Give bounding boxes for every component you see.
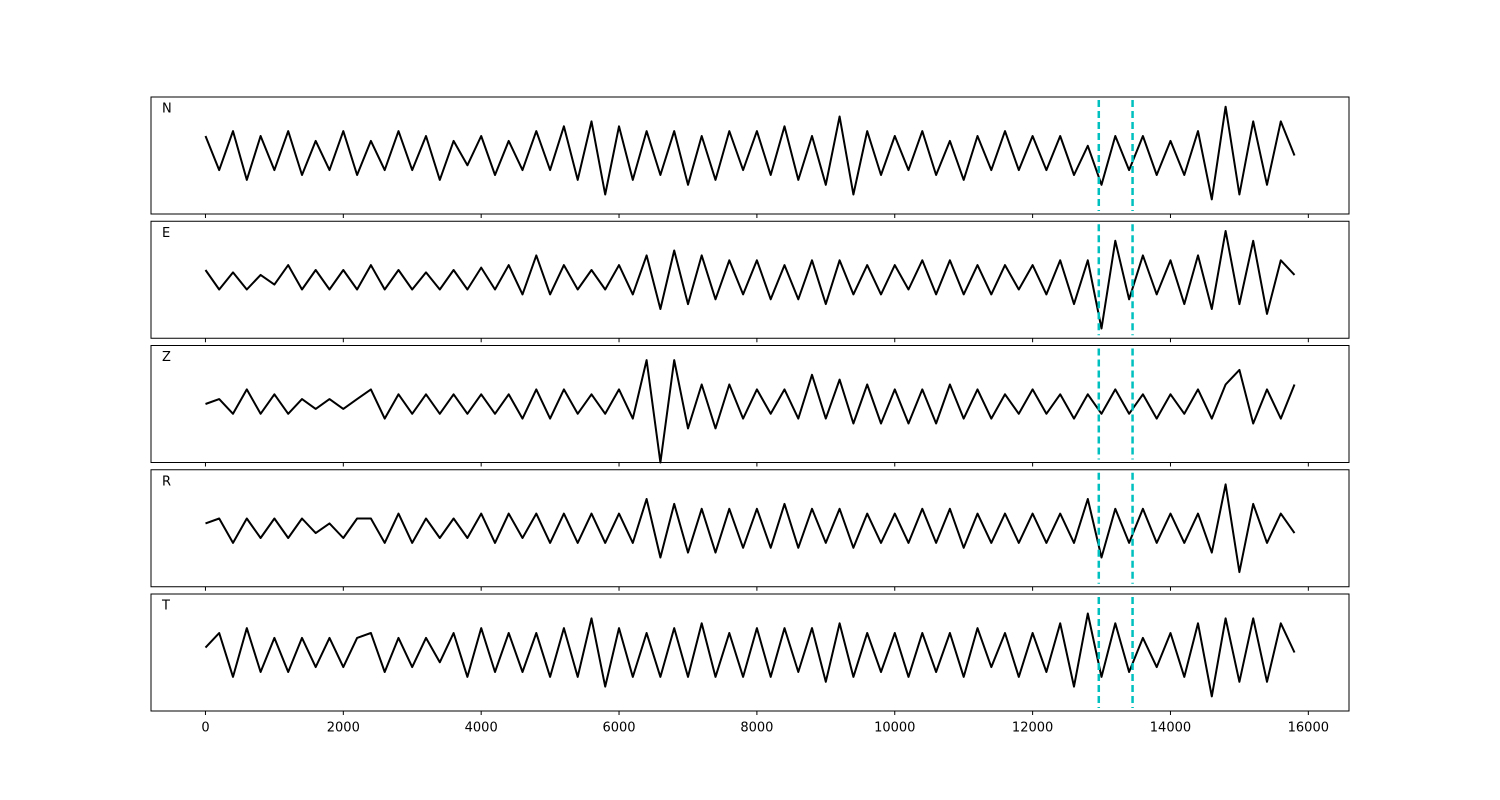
x-tick-label: 6000: [602, 721, 635, 736]
x-tick-label: 16000: [1288, 721, 1329, 736]
panel-label: E: [162, 226, 170, 241]
waveform: [204, 105, 1296, 201]
panel-frame: [150, 345, 1350, 463]
x-tick-label: 2000: [327, 721, 360, 736]
panel-frame: [150, 220, 1350, 339]
panel-label: Z: [162, 350, 171, 365]
panel-label: T: [161, 599, 170, 614]
x-tick-label: 0: [201, 721, 209, 736]
waveform: [205, 483, 1296, 574]
x-tick-label: 12000: [1012, 721, 1053, 736]
x-tick-label: 8000: [740, 721, 773, 736]
panel-frame: [150, 593, 1350, 712]
panel-frame: [150, 469, 1350, 588]
x-tick-label: 14000: [1150, 721, 1191, 736]
x-tick-label: 4000: [465, 721, 498, 736]
x-tick-label: 10000: [874, 721, 915, 736]
waveform: [205, 359, 1296, 464]
panel-frame: [150, 96, 1350, 215]
panel-label: R: [162, 474, 171, 489]
panel-label: N: [162, 102, 172, 117]
waveform: [204, 230, 1296, 330]
waveform: [204, 612, 1296, 698]
